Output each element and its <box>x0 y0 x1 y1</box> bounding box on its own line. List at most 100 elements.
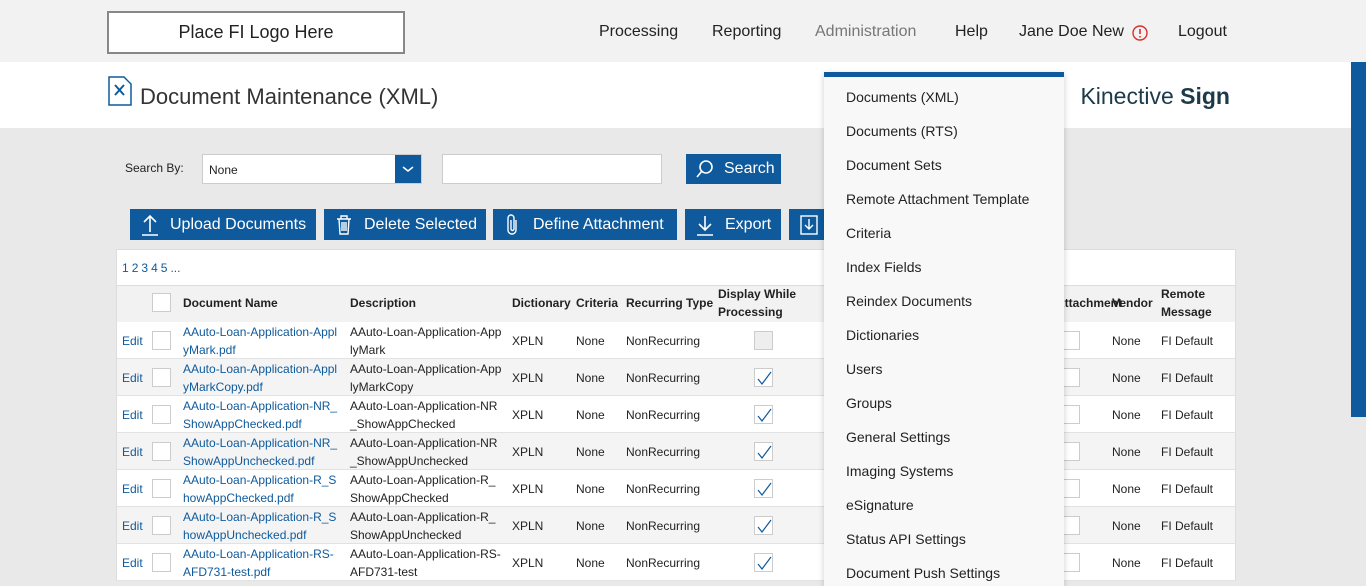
nav-item[interactable]: Reporting <box>712 23 782 40</box>
menu-item[interactable]: eSignature <box>846 497 914 513</box>
document-name[interactable]: AAuto-Loan-Application-R_ShowAppUnchecke… <box>183 510 337 542</box>
edit-link[interactable]: Edit <box>122 334 143 348</box>
page-link[interactable]: 1 <box>122 261 129 275</box>
remote-message: FI Default <box>1161 556 1214 570</box>
menu-item[interactable]: General Settings <box>846 429 951 445</box>
description: AAuto-Loan-Application-NR_ShowAppChecked <box>350 399 498 431</box>
alert-icon <box>1132 25 1148 41</box>
dictionary: XPLN <box>512 445 544 459</box>
display-checkbox <box>754 331 773 350</box>
row-checkbox[interactable] <box>152 516 171 535</box>
admin-menu: Documents (XML) Documents (RTS) Document S… <box>824 72 1064 586</box>
description: AAuto-Loan-Application-RS-AFD731-test <box>350 547 501 579</box>
menu-item[interactable]: Document Sets <box>846 157 942 173</box>
menu-item[interactable]: Criteria <box>846 225 892 241</box>
document-name[interactable]: AAuto-Loan-Application-NR_ShowAppUncheck… <box>183 436 338 468</box>
nav-item[interactable]: Administration <box>815 23 917 40</box>
search-input[interactable] <box>442 154 662 184</box>
dictionary: XPLN <box>512 519 544 533</box>
remote-message: FI Default <box>1161 445 1214 459</box>
recurring-type: NonRecurring <box>626 556 701 570</box>
nav-item[interactable]: Help <box>955 23 988 40</box>
column-header: Display While Processing <box>718 287 797 319</box>
recurring-type: NonRecurring <box>626 482 701 496</box>
edit-link[interactable]: Edit <box>122 519 143 533</box>
button-text: Export <box>725 215 772 233</box>
document-name[interactable]: AAuto-Loan-Application-RS-AFD731-test.pd… <box>183 547 334 579</box>
edit-link[interactable]: Edit <box>122 482 143 496</box>
row-checkbox[interactable] <box>152 331 171 350</box>
edit-link[interactable]: Edit <box>122 556 143 570</box>
display-checkbox <box>754 479 773 498</box>
menu-item[interactable]: Remote Attachment Template <box>846 191 1030 207</box>
description: AAuto-Loan-Application-ApplyMark <box>350 325 502 357</box>
document-name[interactable]: AAuto-Loan-Application-ApplyMarkCopy.pdf <box>183 362 338 394</box>
row-checkbox[interactable] <box>152 479 171 498</box>
attachment-button[interactable]: Define Attachment <box>493 209 677 240</box>
brand-bold: Sign <box>1180 83 1230 109</box>
button-text: Upload Documents <box>170 215 307 233</box>
edit-link[interactable]: Edit <box>122 445 143 459</box>
display-checkbox <box>754 516 773 535</box>
criteria: None <box>576 408 605 422</box>
nav-item[interactable]: Logout <box>1178 23 1227 40</box>
nav-item[interactable]: Processing <box>599 23 679 40</box>
page-link[interactable]: 2 <box>131 261 139 275</box>
side-bar <box>1351 62 1366 417</box>
upload-button[interactable]: Upload Documents <box>130 209 316 240</box>
delete-button[interactable]: Delete Selected <box>324 209 486 240</box>
criteria: None <box>576 556 605 570</box>
display-checkbox <box>754 405 773 424</box>
column-header: Criteria <box>576 296 619 310</box>
menu-item[interactable]: Status API Settings <box>846 531 966 547</box>
description: AAuto-Loan-Application-R_ShowAppChecked <box>350 473 496 505</box>
document-name[interactable]: AAuto-Loan-Application-ApplyMark.pdf <box>183 325 338 357</box>
edit-link[interactable]: Edit <box>122 408 143 422</box>
page-link[interactable]: 5 <box>160 261 168 275</box>
menu-item[interactable]: Documents (XML) <box>846 89 959 105</box>
page-link[interactable]: 4 <box>151 261 158 275</box>
export-button[interactable]: Export <box>685 209 781 240</box>
brand-text: Kinective <box>1080 83 1174 109</box>
column-header: Vendor <box>1112 296 1153 310</box>
menu-item[interactable]: Documents (RTS) <box>846 123 958 139</box>
dictionary: XPLN <box>512 408 544 422</box>
vendor: None <box>1112 445 1141 459</box>
menu-item[interactable]: Index Fields <box>846 259 922 275</box>
menu-item[interactable]: Groups <box>846 395 892 411</box>
page-link[interactable]: ... <box>170 261 181 275</box>
criteria: None <box>576 371 605 385</box>
dictionary: XPLN <box>512 482 544 496</box>
page-link[interactable]: 3 <box>141 261 149 275</box>
edit-link[interactable]: Edit <box>122 371 143 385</box>
row-checkbox[interactable] <box>152 405 171 424</box>
document-name[interactable]: AAuto-Loan-Application-R_ShowAppChecked.… <box>183 473 337 505</box>
nav-item[interactable]: Jane Doe New <box>1019 23 1124 40</box>
recurring-type: NonRecurring <box>626 334 701 348</box>
recurring-type: NonRecurring <box>626 408 701 422</box>
search-button-text: Search <box>724 160 775 177</box>
menu-item[interactable]: Dictionaries <box>846 327 920 343</box>
row-checkbox[interactable] <box>152 442 171 461</box>
row-checkbox[interactable] <box>152 553 171 572</box>
dictionary: XPLN <box>512 556 544 570</box>
criteria: None <box>576 482 605 496</box>
menu-item[interactable]: Users <box>846 361 883 377</box>
search-select[interactable]: None <box>202 154 422 184</box>
select-value: None <box>209 163 238 177</box>
header-checkbox[interactable] <box>152 293 171 312</box>
row-checkbox[interactable] <box>152 368 171 387</box>
brand: Kinective Sign <box>1080 83 1230 110</box>
search-button[interactable]: Search <box>686 154 781 184</box>
column-header: Description <box>350 296 417 310</box>
menu-item[interactable]: Reindex Documents <box>846 293 973 309</box>
import-button[interactable] <box>789 209 829 240</box>
vendor: None <box>1112 334 1141 348</box>
document-name[interactable]: AAuto-Loan-Application-NR_ShowAppChecked… <box>183 399 338 431</box>
logo: Place FI Logo Here <box>107 11 405 54</box>
menu-item[interactable]: Document Push Settings <box>846 565 1001 581</box>
menu-item[interactable]: Imaging Systems <box>846 463 954 479</box>
dictionary: XPLN <box>512 371 544 385</box>
criteria: None <box>576 334 605 348</box>
